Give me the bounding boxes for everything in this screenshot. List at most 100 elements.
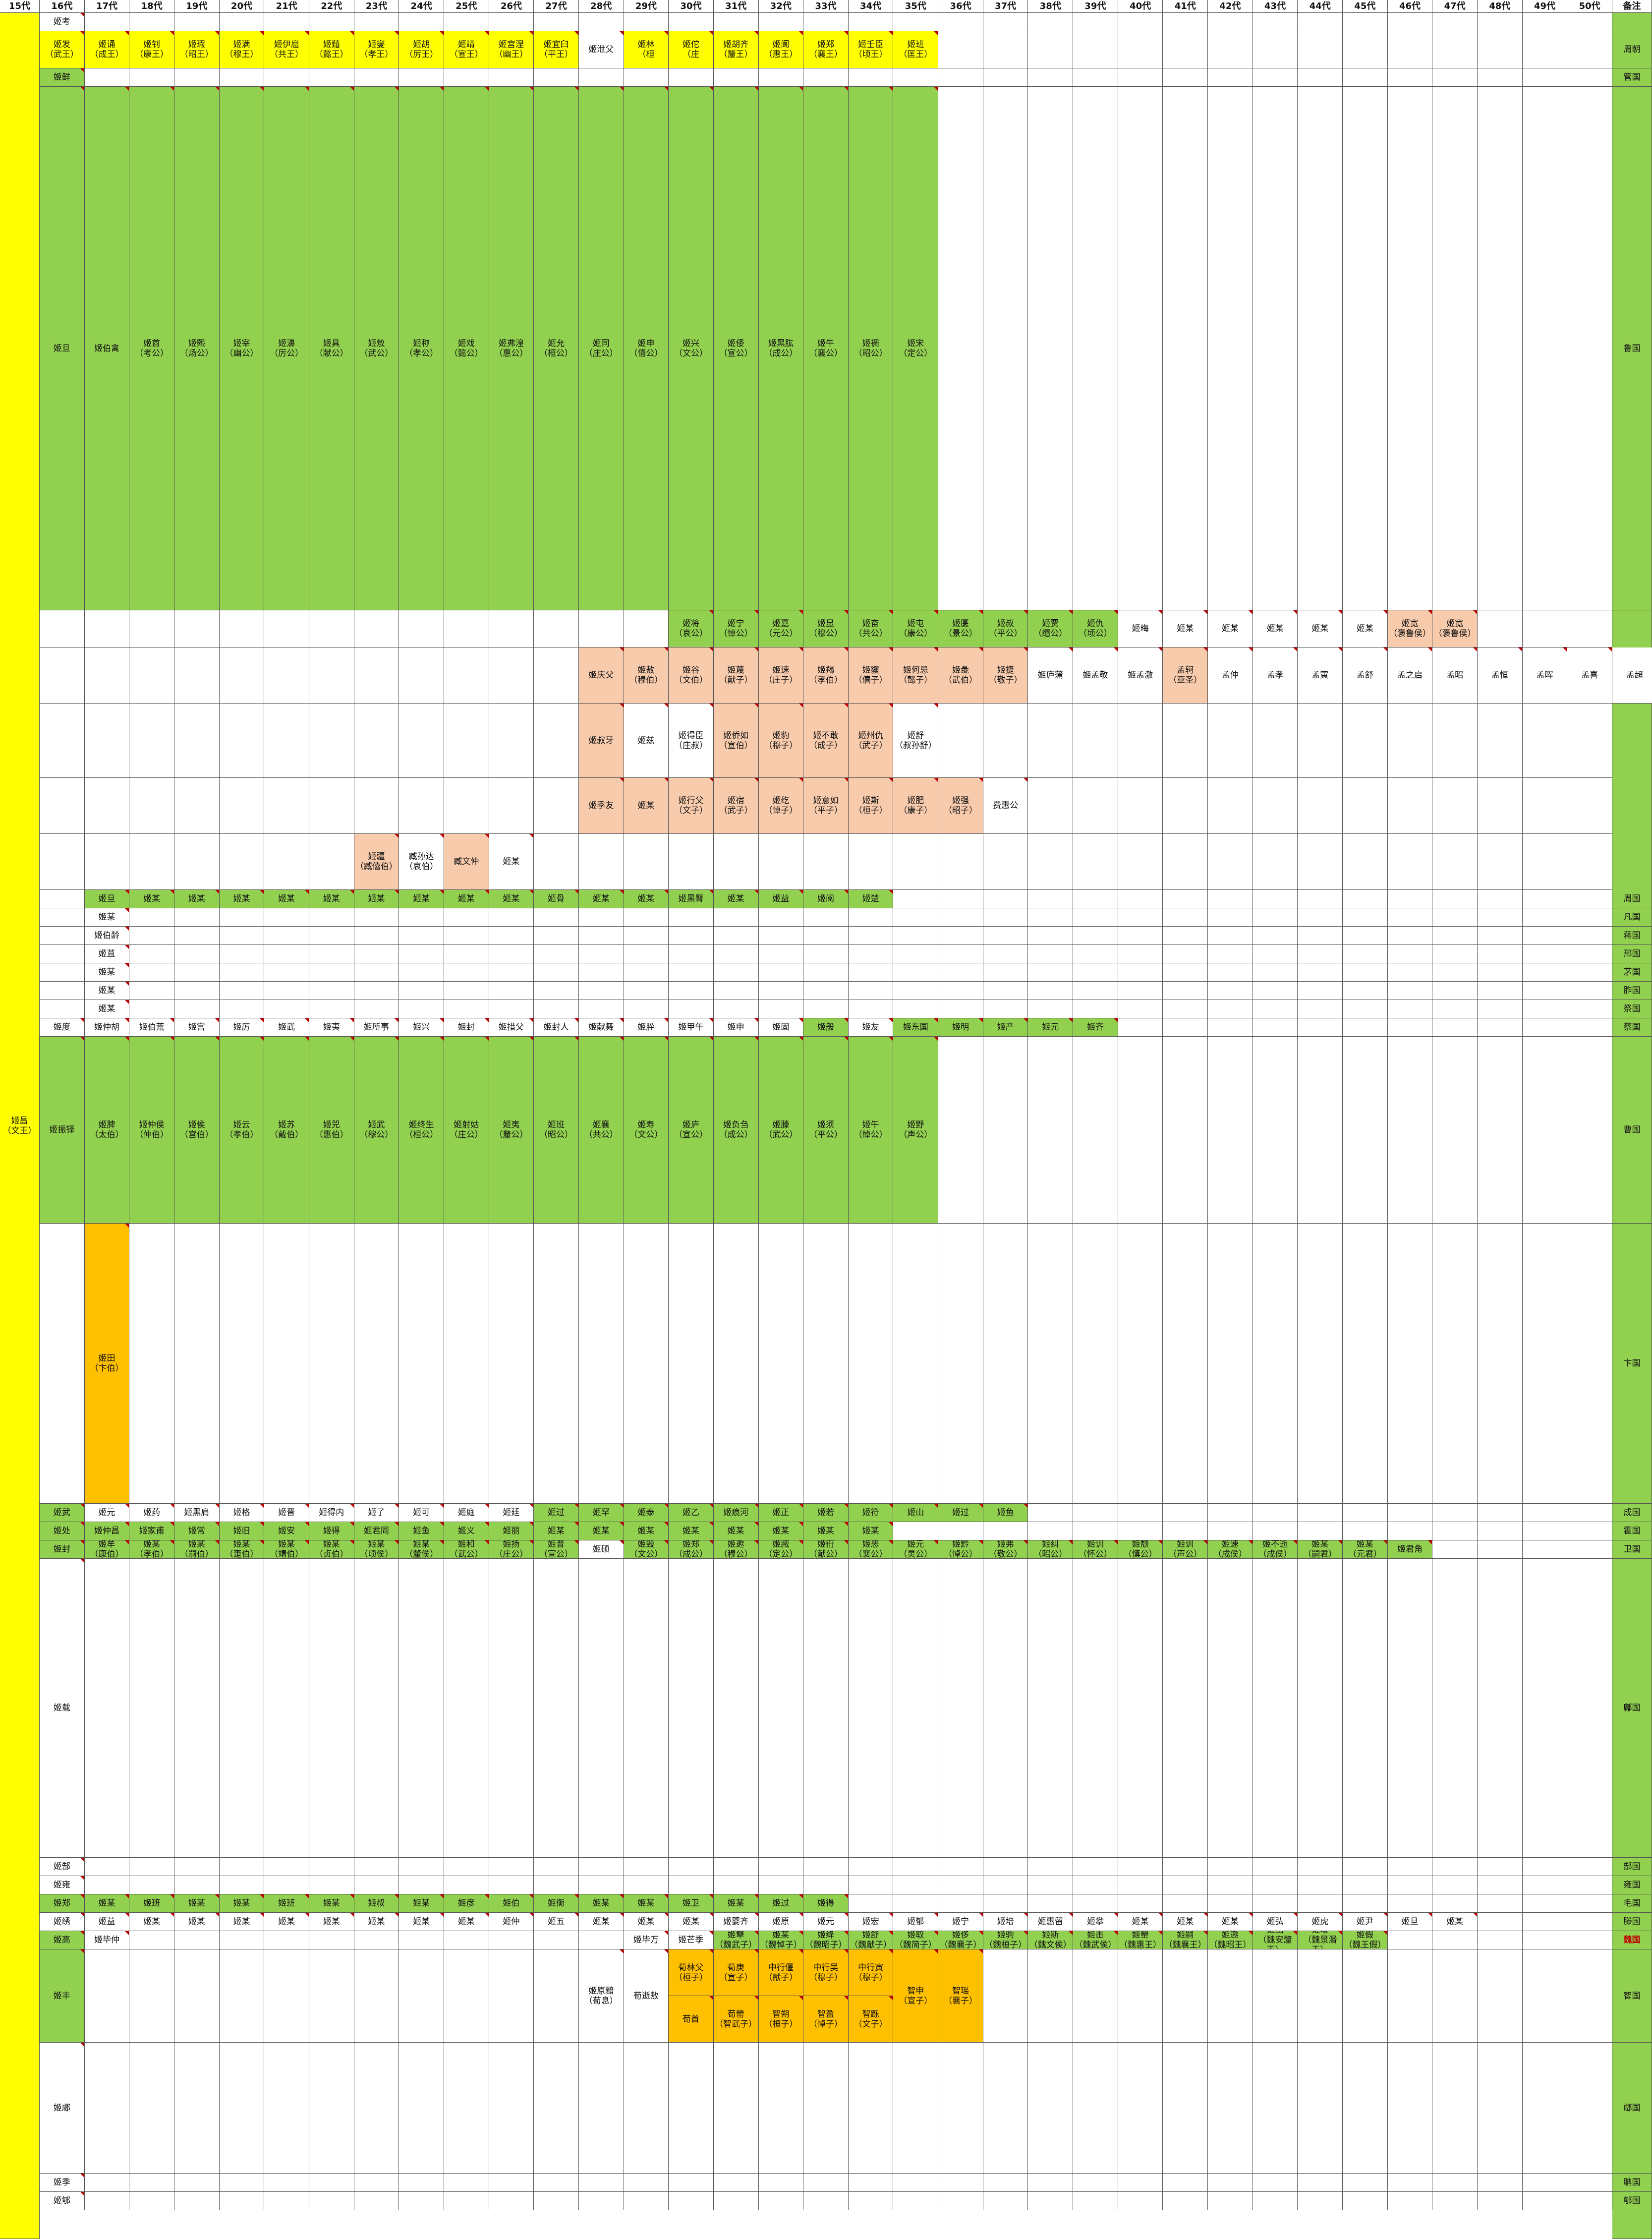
person-cell: 姬某: [713, 1522, 759, 1540]
person-cell: 姬训 （声公）: [1163, 1540, 1208, 1559]
empty-cell: [264, 927, 309, 945]
empty-cell: [1522, 2174, 1568, 2192]
empty-cell: [174, 1949, 220, 2043]
empty-cell: [1163, 1522, 1208, 1540]
person-cell: 姬某: [219, 890, 265, 908]
empty-cell: [1208, 2174, 1253, 2192]
empty-cell: [444, 945, 489, 963]
empty-cell: [174, 778, 220, 834]
empty-cell: [399, 610, 444, 648]
empty-cell: [1163, 963, 1208, 982]
empty-cell: [354, 648, 399, 704]
empty-cell: [893, 2192, 939, 2210]
empty-cell: [1208, 927, 1253, 945]
empty-cell: [1298, 1224, 1343, 1504]
empty-cell: [1522, 927, 1568, 945]
empty-cell: [534, 1559, 579, 1858]
person-cell: 姬奋 （共公）: [848, 610, 894, 648]
empty-cell: [938, 2174, 983, 2192]
empty-cell: [983, 2174, 1028, 2192]
empty-cell: [174, 1000, 220, 1018]
person-cell: 姬舒 （叔孙舒）: [893, 704, 939, 778]
empty-cell: [1298, 1876, 1343, 1894]
person-cell: 姬季友: [578, 778, 624, 834]
generation-header: 39代: [1073, 0, 1118, 13]
person-cell: 姬某: [578, 890, 624, 908]
generation-header: 24代: [399, 0, 444, 13]
empty-cell: [1253, 1876, 1298, 1894]
person-cell: 姬甲午: [669, 1018, 714, 1037]
empty-cell: [354, 2192, 399, 2210]
person-cell: 荀林父 （桓子）: [669, 1949, 714, 1996]
empty-cell: [1478, 1894, 1523, 1913]
empty-cell: [1387, 2043, 1433, 2174]
empty-cell: [713, 1224, 759, 1504]
empty-cell: [489, 704, 534, 778]
empty-cell: [624, 927, 669, 945]
empty-cell: [444, 13, 489, 31]
empty-cell: [983, 1037, 1028, 1224]
empty-cell: [848, 2192, 894, 2210]
empty-cell: [309, 2174, 354, 2192]
person-cell: 姬家甫: [129, 1522, 174, 1540]
empty-cell: [1073, 1559, 1118, 1858]
person-cell: 姬庆父: [578, 648, 624, 704]
person-cell: 姬某: [174, 1913, 220, 1931]
empty-cell: [1343, 1504, 1388, 1522]
empty-cell: [1073, 1894, 1118, 1913]
person-cell: 孟之启: [1387, 648, 1433, 704]
person-cell: 姬濞 （厉公）: [264, 87, 309, 610]
empty-cell: [174, 610, 220, 648]
person-cell: 姬速 （成侯）: [1208, 1540, 1253, 1559]
empty-cell: [758, 963, 804, 982]
empty-cell: [1073, 834, 1118, 890]
empty-cell: [534, 1931, 579, 1949]
person-cell: 姬伯荒: [129, 1018, 174, 1037]
empty-cell: [983, 2192, 1028, 2210]
person-cell: 姬某: [84, 1894, 130, 1913]
empty-cell: [309, 648, 354, 704]
person-cell: 孟仲: [1208, 648, 1253, 704]
empty-cell: [1567, 31, 1612, 68]
person-cell: 姬夷 （釐公）: [489, 1037, 534, 1224]
empty-cell: [1073, 945, 1118, 963]
empty-cell: [1522, 982, 1568, 1000]
person-cell: 姬宰 （幽公）: [219, 87, 265, 610]
empty-cell: [983, 945, 1028, 963]
person-cell: 姬晦: [1118, 610, 1163, 648]
empty-cell: [669, 945, 714, 963]
person-cell: 姬林 （桓: [624, 31, 669, 68]
person-cell: 姬兕 （惠伯）: [309, 1037, 354, 1224]
empty-cell: [219, 927, 265, 945]
empty-cell: [1478, 13, 1523, 31]
person-cell: 姬某: [444, 1913, 489, 1931]
empty-cell: [309, 778, 354, 834]
empty-cell: [534, 2043, 579, 2174]
empty-cell: [1478, 778, 1523, 834]
empty-cell: [534, 2192, 579, 2210]
empty-cell: [264, 834, 309, 890]
empty-cell: [983, 1949, 1028, 2043]
empty-cell: [1522, 1540, 1568, 1559]
empty-cell: [1387, 1949, 1433, 2043]
person-cell: 姬申: [713, 1018, 759, 1037]
person-cell: 姬瑕 （昭王）: [174, 31, 220, 68]
empty-cell: [758, 2192, 804, 2210]
empty-cell: [848, 68, 894, 87]
person-cell: 姬旦: [40, 87, 85, 610]
person-cell: 姬伯龄: [84, 927, 130, 945]
empty-cell: [578, 982, 624, 1000]
empty-cell: [444, 1876, 489, 1894]
person-cell: 中行寅 （穆子）: [848, 1949, 894, 1996]
person-cell: 姬兴: [399, 1018, 444, 1037]
empty-cell: [84, 1858, 130, 1876]
empty-cell: [578, 963, 624, 982]
empty-cell: [758, 1224, 804, 1504]
person-cell: 姬宫涅 （幽王）: [489, 31, 534, 68]
person-cell: 姬宿 （武子）: [713, 778, 759, 834]
empty-cell: [1522, 908, 1568, 927]
empty-cell: [1343, 2174, 1388, 2192]
empty-cell: [848, 1858, 894, 1876]
empty-cell: [1163, 13, 1208, 31]
person-cell: 姬某: [84, 1000, 130, 1018]
